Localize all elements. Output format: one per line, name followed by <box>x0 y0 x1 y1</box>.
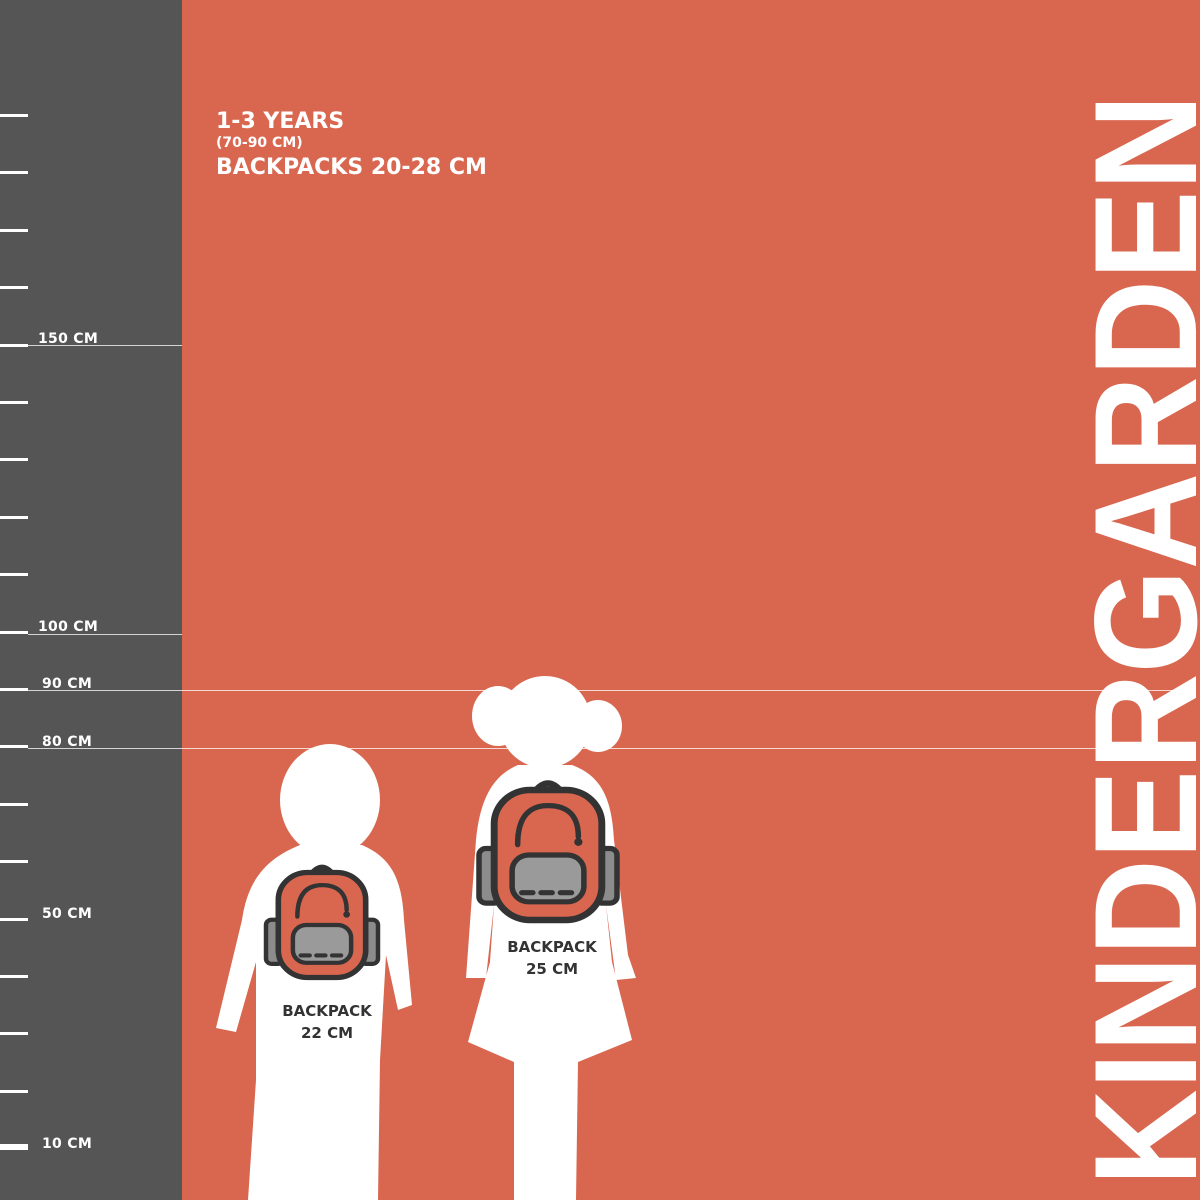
ruler-tick <box>0 228 28 232</box>
reference-line-150 <box>28 345 182 346</box>
girl-backpack-size: 25 CM <box>525 960 579 978</box>
ruler-label-50: 50 CM <box>42 906 93 922</box>
height-range: (70-90 CM) <box>216 135 303 151</box>
reference-line-80 <box>28 748 1196 749</box>
ruler-tick <box>0 688 28 691</box>
boy-backpack-label-title: BACKPACK <box>282 1002 372 1020</box>
ruler-tick <box>0 1032 28 1036</box>
ruler-label-100: 100 CM <box>38 619 99 635</box>
reference-line-90 <box>28 690 1196 691</box>
ruler-tick <box>0 401 28 404</box>
boy-backpack-size: 22 CM <box>300 1024 354 1042</box>
backpack-range: BACKPACKS 20-28 CM <box>216 155 487 180</box>
ruler-label-150: 150 CM <box>38 331 99 347</box>
ruler-tick <box>0 630 28 634</box>
ruler-tick <box>0 917 28 921</box>
girl-backpack-label-title: BACKPACK <box>507 938 597 956</box>
ruler-tick <box>0 515 28 519</box>
girl-backpack-label: BACKPACK 25 CM <box>492 936 612 980</box>
ruler-tick <box>0 343 28 347</box>
ruler-tick <box>0 1089 28 1093</box>
ruler-tick <box>0 745 28 749</box>
ruler-tick <box>0 1147 28 1151</box>
ruler-tick <box>0 458 28 462</box>
age-range: 1-3 YEARS <box>216 109 345 134</box>
backpack-icon <box>479 784 617 921</box>
ruler-label-10: 10 CM <box>42 1136 93 1152</box>
ruler-label-80: 80 CM <box>42 734 93 750</box>
ruler-tick <box>0 1144 28 1147</box>
ruler-tick <box>0 573 28 577</box>
ruler-tick <box>0 286 28 290</box>
header: 1-3 YEARS (70-90 CM) BACKPACKS 20-28 CM <box>216 108 487 182</box>
ruler-tick <box>0 975 28 978</box>
boy-backpack-label: BACKPACK 22 CM <box>267 1000 387 1044</box>
height-ruler <box>0 0 182 1200</box>
ruler-tick <box>0 802 28 806</box>
ruler-label-90: 90 CM <box>42 676 93 692</box>
ruler-tick <box>0 860 28 864</box>
ruler-tick <box>0 171 28 175</box>
kindergarden-title: KINDERGARDEN <box>1064 94 1200 1186</box>
ruler-tick <box>0 114 28 117</box>
reference-line-100 <box>28 634 182 635</box>
backpack-icon <box>266 867 378 977</box>
